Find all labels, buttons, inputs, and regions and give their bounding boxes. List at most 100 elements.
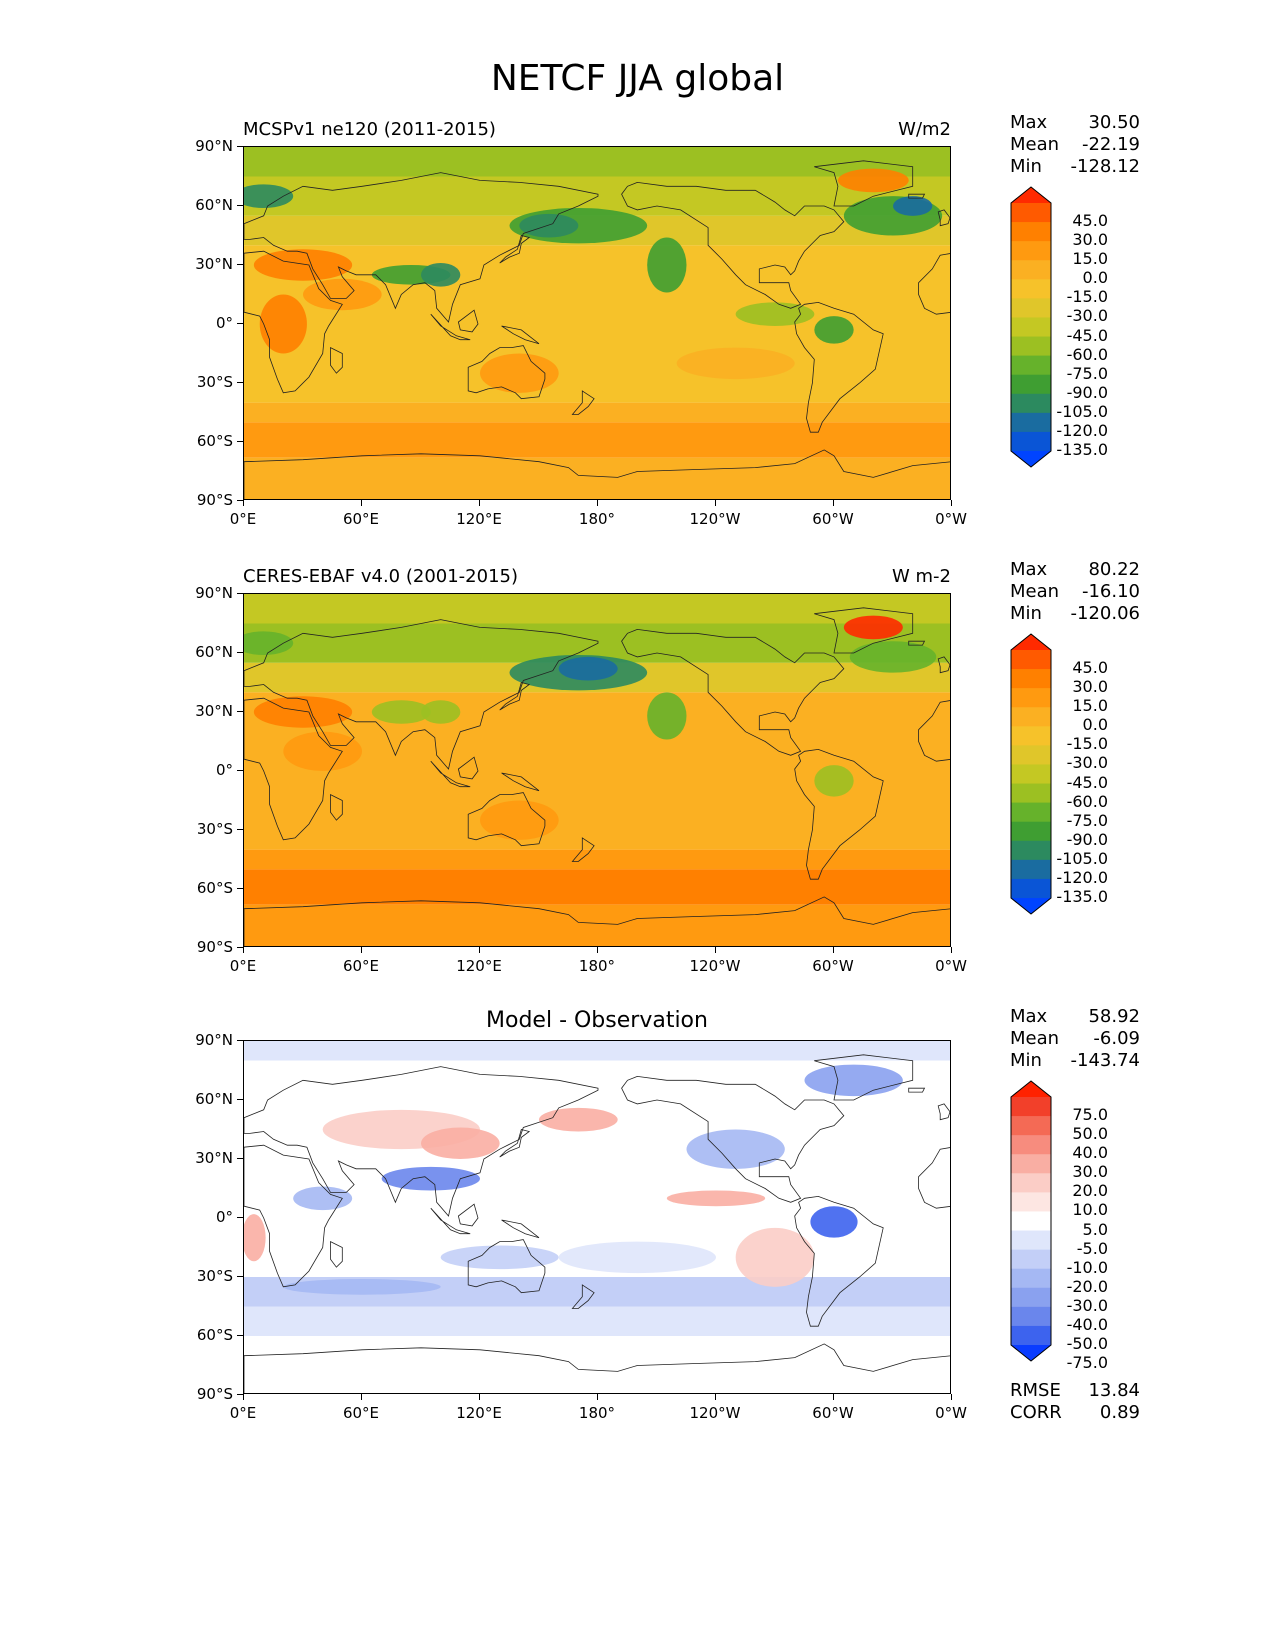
lat-tick-label: 0° [215,314,233,332]
lat-tick [237,146,243,147]
lon-tick [715,1394,716,1400]
coastline [621,628,845,756]
stat-value: -16.10 [1081,581,1140,602]
field-region [814,316,854,344]
coastline [794,301,884,433]
lat-tick [237,1394,243,1395]
field-region [814,765,854,797]
field-region [843,615,903,640]
lat-tick [237,1335,243,1336]
lat-tick [237,770,243,771]
stat-label: Max [1010,559,1048,580]
colorbar-label: -10.0 [1066,1257,1108,1277]
stats-block: Max 58.92 Mean -6.09 Min -143.74 [1010,1006,1140,1072]
lat-tick [237,500,243,501]
colorbar-wrap [1010,1080,1052,1366]
lat-tick-label: 30°N [195,702,233,720]
coastline [794,748,884,880]
stat-value: -143.74 [1070,1050,1140,1071]
stat-label: Min [1010,156,1042,177]
stat-label: Mean [1010,134,1060,155]
panel-units: W m-2 [891,566,951,587]
lat-tick [237,593,243,594]
colorbar-segment [1011,1192,1051,1212]
lon-tick-label: 60°W [812,510,854,528]
coastline [330,793,343,821]
lon-tick-label: 0°E [229,1404,257,1422]
figure-title: NETCF JJA global [490,58,785,99]
coastline [467,1239,546,1294]
field-region [283,731,362,771]
colorbar-label: 40.0 [1072,1143,1108,1163]
coastline [457,756,479,780]
lat-tick-label: 60°S [196,879,233,897]
lon-tick [715,947,716,953]
colorbar-label: 45.0 [1072,658,1108,678]
field-region [303,278,382,311]
colorbar [1010,186,1052,468]
stat-row: Max 58.92 [1010,1006,1140,1028]
colorbar-label: -15.0 [1066,287,1108,307]
lat-tick-label: 30°S [196,820,233,838]
coastline [814,160,914,207]
stat-row: Mean -6.09 [1010,1028,1140,1050]
stat-row: Mean -22.19 [1010,134,1140,156]
lat-tick [237,1276,243,1277]
colorbar-label: -135.0 [1056,440,1108,459]
coastline [794,1195,884,1327]
lon-tick [361,1394,362,1400]
colorbar-label: -40.0 [1066,1314,1108,1334]
lat-tick [237,829,243,830]
colorbar-segment [1011,821,1051,842]
field-region [421,700,461,724]
lat-tick [237,264,243,265]
colorbar-label: -120.0 [1056,867,1108,887]
lon-tick [597,947,598,953]
colorbar-label: 0.0 [1082,715,1108,735]
coastline [499,235,531,264]
lon-tick-label: 60°E [342,510,380,528]
field-region [837,168,909,193]
field-region [381,1166,480,1191]
field-band [244,849,950,870]
field-region [647,237,687,293]
colorbar-label: 30.0 [1072,677,1108,697]
panel-title-center: Model - Observation [486,1008,708,1033]
colorbar-segment [1011,1287,1051,1308]
lon-tick [361,947,362,953]
colorbar-segment [1011,1249,1051,1270]
field-band [244,1041,950,1061]
colorbar-segment [1011,1211,1051,1232]
coastline [571,1284,595,1309]
lon-tick-label: 0°W [935,510,967,528]
field-band [244,869,950,905]
lon-tick-label: 120°E [456,957,502,975]
coastline [501,1219,540,1239]
lon-tick [479,500,480,506]
colorbar-segment [1011,802,1051,823]
colorbar-segment [1011,726,1051,746]
coastline [499,1129,531,1158]
lat-tick-label: 60°N [195,196,233,214]
field-band [244,422,950,458]
stat-value: 58.92 [1088,1006,1140,1027]
coastline [908,1087,926,1093]
colorbar-segment [1011,650,1051,670]
lat-tick-label: 90°N [195,137,233,155]
stats-block: Max 30.50 Mean -22.19 Min -128.12 [1010,112,1140,178]
lon-tick-label: 120°W [689,1404,741,1422]
field-region [259,294,307,354]
coastline [244,250,343,394]
colorbar-label: -30.0 [1066,1295,1108,1315]
coastline [908,640,926,646]
stat-label: RMSE [1010,1380,1061,1401]
lon-tick-label: 60°E [342,957,380,975]
field-region [421,1127,500,1159]
map-panel [243,146,951,500]
lon-tick [361,500,362,506]
lat-tick [237,888,243,889]
lat-tick-label: 0° [215,761,233,779]
coastline [501,772,540,792]
stat-row: RMSE 13.84 [1010,1380,1140,1402]
coastline [937,209,950,227]
